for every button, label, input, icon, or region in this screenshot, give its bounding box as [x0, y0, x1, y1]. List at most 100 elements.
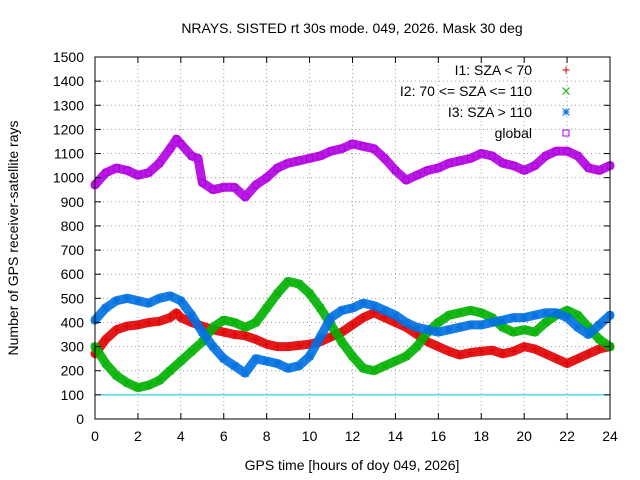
data-point	[445, 347, 453, 355]
data-point	[488, 318, 496, 327]
data-point	[337, 306, 346, 315]
data-point	[563, 313, 571, 322]
data-point	[263, 174, 271, 182]
data-point	[134, 296, 142, 305]
x-tick-label: 8	[263, 428, 271, 444]
data-point	[585, 164, 593, 172]
y-tick-label: 0	[76, 411, 84, 427]
data-point	[273, 164, 281, 172]
legend-marker	[562, 108, 570, 116]
data-point	[402, 352, 410, 361]
x-tick-label: 6	[220, 428, 228, 444]
data-point	[284, 364, 292, 373]
data-point	[381, 154, 389, 162]
data-point	[477, 347, 485, 355]
data-point	[563, 147, 571, 155]
data-point	[209, 342, 217, 351]
data-point	[155, 317, 163, 325]
data-point	[370, 301, 378, 310]
x-tick-label: 10	[302, 428, 318, 444]
y-axis-label: Number of GPS receiver-satellite rays	[5, 121, 21, 356]
data-point	[509, 347, 517, 355]
data-point	[498, 316, 507, 324]
x-tick-label: 2	[134, 428, 142, 444]
data-point	[541, 318, 550, 327]
data-point	[198, 328, 207, 336]
data-point	[295, 362, 303, 370]
data-point	[477, 150, 485, 158]
data-point	[595, 335, 604, 344]
data-point	[316, 304, 325, 312]
data-point	[252, 181, 260, 189]
data-point	[220, 328, 228, 336]
y-tick-label: 400	[61, 314, 85, 330]
data-point	[359, 314, 367, 322]
y-tick-label: 100	[61, 387, 85, 403]
data-point	[273, 359, 282, 368]
y-tick-label: 1300	[53, 97, 84, 113]
data-point	[102, 169, 110, 177]
data-point	[380, 362, 389, 370]
data-point	[230, 362, 239, 370]
data-point	[477, 321, 486, 329]
axis-ticks: 0 2 4 6 8 10 12 14 16 18 20 22 240100200300400500600…	[53, 49, 618, 444]
data-point	[466, 321, 475, 329]
chart-title: NRAYS. SISTED rt 30s mode. 049, 2026. Ma…	[181, 20, 522, 36]
data-point	[252, 354, 260, 363]
data-point	[144, 299, 153, 308]
y-tick-label: 1000	[53, 170, 84, 186]
y-tick-label: 800	[61, 218, 85, 234]
data-point	[488, 346, 496, 354]
data-point	[295, 157, 303, 165]
data-point	[295, 341, 303, 349]
data-point	[413, 331, 421, 339]
data-point	[112, 296, 121, 305]
data-point	[194, 154, 202, 162]
data-point	[349, 140, 356, 148]
data-point	[134, 321, 142, 329]
data-point	[284, 277, 292, 286]
data-point	[305, 289, 314, 298]
data-point	[595, 321, 604, 329]
data-point	[166, 292, 174, 300]
data-point	[209, 186, 217, 194]
data-point	[584, 330, 593, 339]
data-point	[230, 318, 239, 327]
x-tick-label: 20	[516, 428, 532, 444]
data-point	[585, 350, 593, 358]
data-point	[370, 366, 378, 375]
data-point	[177, 314, 185, 322]
data-point	[316, 152, 324, 160]
x-tick-label: 12	[345, 428, 361, 444]
data-point	[467, 349, 475, 357]
data-point	[509, 313, 518, 322]
legend-label: I3: SZA > 110	[448, 104, 532, 120]
data-point	[166, 366, 174, 375]
data-point	[531, 311, 539, 320]
data-point	[145, 169, 153, 177]
data-point	[166, 314, 174, 322]
data-point	[252, 335, 260, 343]
y-tick-label: 1200	[53, 121, 84, 137]
series-3	[90, 291, 615, 378]
data-point	[102, 335, 110, 343]
data-point	[327, 147, 335, 155]
data-point	[348, 352, 357, 361]
data-point	[134, 171, 142, 179]
x-axis-label: GPS time [hours of doy 049, 2026]	[245, 457, 460, 473]
data-point	[219, 354, 228, 363]
data-point	[241, 193, 249, 201]
data-point	[391, 357, 400, 365]
legend-label: I2: 70 <= SZA <= 110	[400, 83, 532, 99]
data-point	[380, 306, 389, 315]
series-line	[90, 308, 615, 368]
y-tick-label: 1100	[54, 146, 84, 162]
data-point	[284, 159, 292, 167]
data-point	[112, 326, 120, 334]
data-point	[552, 308, 561, 317]
data-point	[295, 279, 303, 288]
data-point	[241, 323, 250, 332]
x-tick-label: 22	[559, 428, 575, 444]
y-tick-label: 1500	[53, 49, 84, 65]
